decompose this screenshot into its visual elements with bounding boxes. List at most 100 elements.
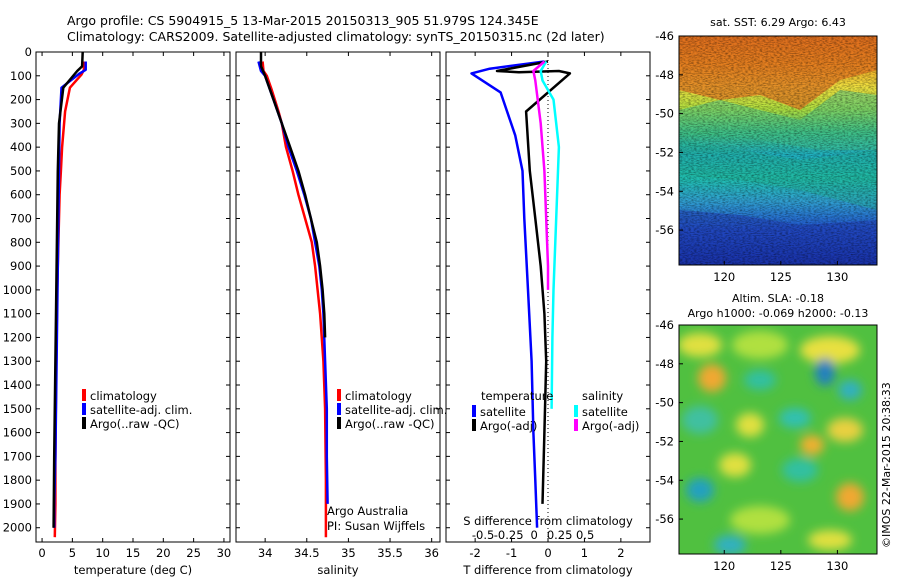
depth-tick-label: 1400 bbox=[3, 378, 32, 392]
sla-map-y-tick-label: -48 bbox=[655, 357, 674, 371]
temperature-legend-label: satellite-adj. clim. bbox=[90, 403, 192, 417]
imos-credit: ©IMOS 22-Mar-2015 20:38:33 bbox=[880, 382, 893, 548]
salinity-legend-label: climatology bbox=[345, 389, 412, 403]
salinity-legend-swatch bbox=[337, 403, 341, 415]
sla-map-y-tick-label: -52 bbox=[655, 434, 674, 448]
sst-map-x-tick-label: 130 bbox=[826, 270, 848, 284]
temperature-series-2 bbox=[52, 52, 84, 528]
sla-map-subtitle: Argo h1000: -0.069 h2000: -0.13 bbox=[688, 307, 869, 320]
sst-map-y-tick-label: -48 bbox=[655, 68, 674, 82]
depth-tick-label: 1700 bbox=[3, 449, 32, 463]
salinity-x-tick-label: 34.5 bbox=[294, 546, 320, 560]
sla-map-y-tick-label: -50 bbox=[655, 396, 674, 410]
sla-map-y-tick-label: -54 bbox=[655, 473, 674, 487]
sla-map-title: Altim. SLA: -0.18 bbox=[732, 292, 824, 305]
salinity-difference-tick-label: -0.5 bbox=[472, 528, 494, 542]
difference-series-3 bbox=[532, 60, 550, 290]
difference-x-tick-label: 1 bbox=[581, 546, 588, 560]
temperature-legend-swatch bbox=[82, 403, 86, 415]
sst-map-x-tick-label: 120 bbox=[713, 270, 735, 284]
sla-map-y-tick-label: -56 bbox=[655, 512, 674, 526]
salinity-legend-swatch bbox=[337, 389, 341, 401]
annotation-line-2: PI: Susan Wijffels bbox=[327, 519, 425, 533]
header-line-1: Argo profile: CS 5904915_5 13-Mar-2015 2… bbox=[67, 13, 539, 28]
difference-x-tick-label: 0 bbox=[544, 546, 551, 560]
salinity-x-tick-label: 36 bbox=[424, 546, 439, 560]
salinity-plot-frame bbox=[235, 51, 441, 543]
sst-map-y-tick-label: -56 bbox=[655, 223, 674, 237]
sla-map-x-tick-label: 130 bbox=[826, 559, 848, 573]
temperature-x-tick-label: 20 bbox=[156, 546, 171, 560]
difference-x-tick-label: 2 bbox=[617, 546, 624, 560]
difference-legend-swatch bbox=[574, 405, 578, 417]
difference-legend-swatch bbox=[574, 419, 578, 431]
sst-map-y-tick-label: -50 bbox=[655, 107, 674, 121]
temperature-x-axis-label: temperature (deg C) bbox=[74, 563, 192, 577]
salinity-x-tick-label: 35 bbox=[341, 546, 356, 560]
temperature-panel: 0100200300400500600700800900100011001200… bbox=[3, 45, 232, 577]
depth-tick-label: 1200 bbox=[3, 330, 32, 344]
temperature-legend-swatch bbox=[82, 417, 86, 429]
sla-map-axes: 120 125 130 -46 -48 -50 -52 -54 -56 bbox=[655, 318, 848, 573]
difference-legend-title-temperature: temperature bbox=[481, 389, 553, 403]
difference-series-1 bbox=[495, 60, 572, 504]
sla-map-y-tick-label: -46 bbox=[655, 318, 674, 332]
difference-series-2 bbox=[539, 60, 561, 409]
salinity-x-axis-label: salinity bbox=[317, 563, 358, 577]
sla-map-x-tick-label: 125 bbox=[770, 559, 792, 573]
salinity-x-tick-label: 34 bbox=[258, 546, 273, 560]
sst-map-x-tick-label: 125 bbox=[770, 270, 792, 284]
depth-tick-label: 1300 bbox=[3, 354, 32, 368]
temperature-x-tick-label: 30 bbox=[217, 546, 232, 560]
depth-tick-label: 600 bbox=[10, 188, 32, 202]
difference-legend-title-salinity: salinity bbox=[582, 389, 623, 403]
depth-tick-label: 1900 bbox=[3, 497, 32, 511]
depth-tick-label: 500 bbox=[10, 164, 32, 178]
difference-legend-label: Argo(-adj) bbox=[480, 419, 537, 433]
annotation-line-1: Argo Australia bbox=[327, 504, 408, 518]
salinity-difference-tick-label: 0.5 bbox=[576, 528, 594, 542]
header-line-2: Climatology: CARS2009. Satellite-adjuste… bbox=[67, 29, 605, 44]
depth-tick-label: 1800 bbox=[3, 473, 32, 487]
salinity-x-tick-label: 35.5 bbox=[377, 546, 403, 560]
depth-tick-label: 1500 bbox=[3, 402, 32, 416]
depth-tick-label: 100 bbox=[10, 69, 32, 83]
salinity-difference-tick-label: 0 bbox=[530, 528, 537, 542]
difference-legend-label: Argo(-adj) bbox=[582, 419, 639, 433]
depth-tick-label: 300 bbox=[10, 116, 32, 130]
salinity-legend-swatch bbox=[337, 417, 341, 429]
salinity-difference-tick-label: -0.25 bbox=[494, 528, 524, 542]
temperature-legend-label: Argo(..raw -QC) bbox=[90, 417, 180, 431]
depth-tick-label: 2000 bbox=[3, 521, 32, 535]
temperature-x-tick-label: 10 bbox=[95, 546, 110, 560]
sst-map: sat. SST: 6.29 Argo: 6.43 120 125 130 -46 -4… bbox=[655, 16, 878, 284]
difference-legend-label: satellite bbox=[582, 405, 628, 419]
temperature-x-tick-label: 25 bbox=[186, 546, 201, 560]
difference-legend-swatch bbox=[472, 419, 476, 431]
difference-legend-swatch bbox=[472, 405, 476, 417]
difference-series-0 bbox=[470, 60, 545, 528]
depth-tick-label: 1600 bbox=[3, 426, 32, 440]
sla-map-x-tick-label: 120 bbox=[713, 559, 735, 573]
sst-map-y-tick-label: -52 bbox=[655, 145, 674, 159]
salinity-legend-label: satellite-adj. clim. bbox=[345, 403, 447, 417]
sst-map-y-tick-label: -54 bbox=[655, 184, 674, 198]
sla-map: Altim. SLA: -0.18 Argo h1000: -0.069 h20… bbox=[655, 292, 878, 573]
temperature-legend-swatch bbox=[82, 389, 86, 401]
salinity-difference-tick-label: 0.25 bbox=[547, 528, 573, 542]
depth-tick-label: 1100 bbox=[3, 307, 32, 321]
sst-map-y-tick-label: -46 bbox=[655, 29, 674, 43]
depth-tick-label: 0 bbox=[25, 45, 32, 59]
difference-panel: -2 -1 0 1 2-0.5 -0.25 0 0.25 0.5S difference fro… bbox=[445, 51, 651, 577]
difference-legend-label: satellite bbox=[480, 405, 526, 419]
depth-tick-label: 700 bbox=[10, 212, 32, 226]
salinity-panel: 34 34.5 35 35.5 36 salinity climatologysatelli… bbox=[235, 51, 447, 577]
depth-tick-label: 1000 bbox=[3, 283, 32, 297]
difference-x-tick-label: -1 bbox=[506, 546, 517, 560]
salinity-series-0 bbox=[261, 61, 328, 538]
salinity-legend-label: Argo(..raw -QC) bbox=[345, 417, 435, 431]
depth-tick-label: 800 bbox=[10, 235, 32, 249]
temperature-x-tick-label: 0 bbox=[38, 546, 45, 560]
difference-x-axis-label: T difference from climatology bbox=[462, 563, 633, 577]
depth-tick-label: 900 bbox=[10, 259, 32, 273]
